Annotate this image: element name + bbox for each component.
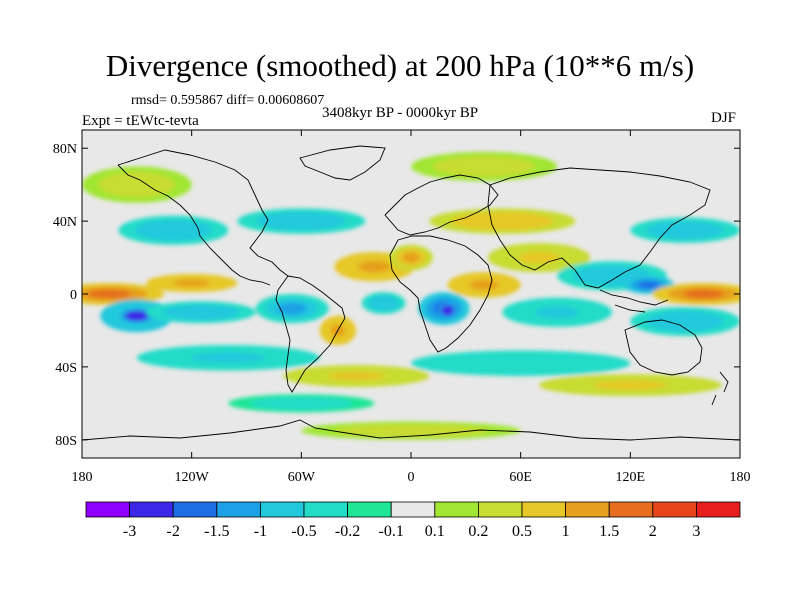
colorbar-label: -1 (254, 523, 267, 540)
divergence-contour (469, 279, 499, 290)
divergence-contour (151, 224, 196, 237)
y-tick-label: 0 (70, 288, 77, 303)
divergence-contour (178, 307, 223, 317)
experiment-text: Expt = tEWtc-tevta (82, 113, 199, 129)
colorbar-label: -1.5 (204, 523, 229, 540)
colorbar-swatch (434, 501, 479, 518)
colorbar-label: 3 (692, 523, 700, 540)
divergence-contour (476, 358, 565, 369)
coast-indonesia (599, 289, 669, 313)
map-axes: 80N 40N 0 40S 80S 180 120W 60W 0 60E 120E 180 (53, 130, 751, 485)
divergence-contour (326, 371, 386, 381)
divergence-contour (275, 216, 327, 227)
colorbar-label: 0.5 (512, 523, 532, 540)
colorbar-swatch (652, 501, 697, 518)
season-text: DJF (711, 110, 737, 126)
divergence-field (82, 151, 740, 440)
divergence-contour (277, 302, 307, 315)
colorbar-label: 1.5 (599, 523, 619, 540)
coast-north-america (117, 149, 289, 286)
colorbar-swatch (608, 501, 654, 518)
colorbar-label: 1 (562, 523, 570, 540)
divergence-contour (473, 216, 532, 227)
divergence-contour (114, 177, 159, 192)
divergence-contour (663, 225, 708, 236)
divergence-contour (272, 399, 331, 407)
coast-asia (487, 167, 711, 289)
coast-europe (384, 174, 499, 236)
divergence-contour (173, 279, 210, 287)
colorbar-swatch (390, 501, 436, 518)
divergence-contour (358, 260, 391, 273)
colorbar: -3 -2 -1.5 -1 -0.5 -0.2 -0.1 0.1 0.2 0.5 1 1.5 2 3 (85, 501, 741, 540)
colorbar-label: 2 (649, 523, 657, 540)
colorbar-label: -3 (123, 523, 136, 540)
x-tick-label: 60W (288, 470, 316, 485)
colorbar-swatch (85, 501, 130, 518)
colorbar-swatch (216, 501, 261, 518)
x-tick-label: 180 (730, 470, 751, 485)
divergence-contour (443, 307, 452, 314)
divergence-contour (191, 352, 265, 363)
x-tick-label: 0 (408, 470, 415, 485)
x-tick-label: 120E (616, 470, 646, 485)
divergence-contour (593, 380, 667, 390)
divergence-contour (374, 298, 393, 308)
colorbar-label: -0.5 (291, 523, 316, 540)
divergence-contour (402, 252, 420, 263)
colorbar-swatch (696, 501, 741, 518)
divergence-contour (663, 315, 708, 328)
x-tick-label: 60E (509, 470, 532, 485)
y-tick-label: 40S (55, 361, 77, 376)
colorbar-label: 0.2 (468, 523, 488, 540)
divergence-contour (87, 289, 132, 299)
rmsd-diff-text: rmsd= 0.595867 diff= 0.00608607 (131, 93, 325, 108)
coast-greenland (299, 145, 386, 181)
divergence-contour (535, 306, 580, 319)
colorbar-swatch (521, 501, 566, 518)
divergence-contour (518, 251, 560, 264)
colorbar-label: 0.1 (425, 523, 445, 540)
coast-africa (389, 235, 493, 353)
y-tick-label: 80N (53, 142, 77, 157)
y-tick-label: 80S (55, 434, 77, 449)
divergence-contour (682, 289, 724, 299)
y-tick-label: 40N (53, 215, 77, 230)
coast-antarctica (82, 419, 740, 441)
map-title: Divergence (smoothed) at 200 hPa (10**6 … (105, 48, 695, 83)
colorbar-swatch (303, 501, 348, 518)
colorbar-label: -0.2 (335, 523, 360, 540)
divergence-contour (638, 281, 659, 289)
coast-new-zealand (711, 371, 729, 406)
colorbar-swatch (129, 501, 174, 518)
coastlines (82, 145, 740, 441)
colorbar-swatch (477, 501, 523, 518)
x-tick-label: 120W (175, 470, 210, 485)
coast-south-america (275, 275, 346, 393)
field-blobs (82, 151, 740, 440)
divergence-contour (130, 312, 144, 319)
x-tick-label: 180 (72, 470, 93, 485)
period-text: 3408kyr BP - 0000kyr BP (322, 105, 479, 121)
colorbar-label: -2 (167, 523, 180, 540)
coast-australia (624, 319, 703, 376)
colorbar-swatch (172, 501, 218, 518)
colorbar-swatch (347, 501, 392, 518)
colorbar-label: -0.1 (379, 523, 404, 540)
map-plot-area (82, 130, 740, 458)
colorbar-swatch (565, 501, 610, 518)
divergence-contour (454, 160, 514, 173)
divergence-contour (367, 427, 455, 435)
colorbar-swatch (259, 501, 305, 518)
